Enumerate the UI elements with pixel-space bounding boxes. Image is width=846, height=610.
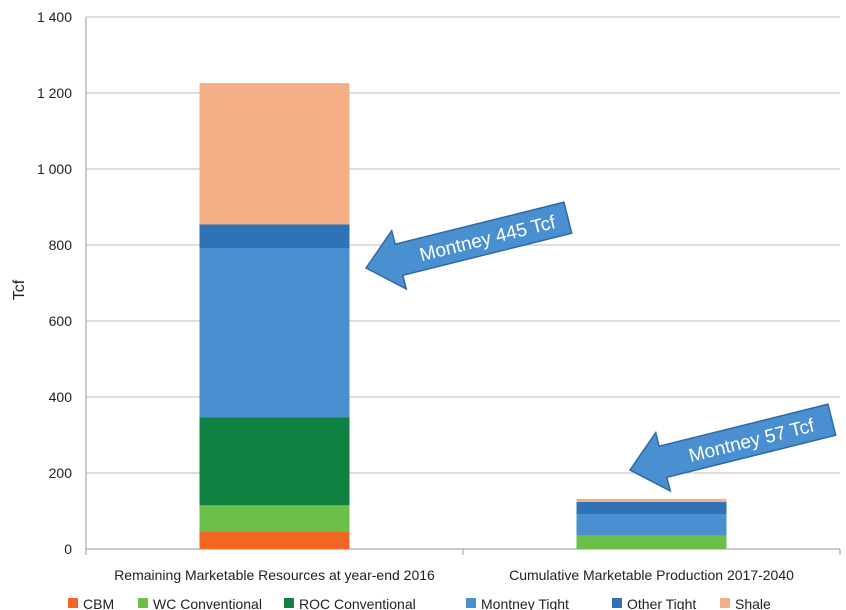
bar-montney-tight: [199, 248, 350, 418]
arrow-shape: [628, 403, 837, 493]
x-tick-label: Remaining Marketable Resources at year-e…: [114, 567, 435, 583]
legend-swatch: [466, 598, 476, 608]
y-tick-label: 1 000: [37, 161, 72, 177]
bar-other-tight: [576, 501, 727, 515]
bar-wc-conventional: [199, 505, 350, 532]
x-tick-label: Cumulative Marketable Production 2017-20…: [509, 567, 794, 583]
bar-shale: [576, 498, 727, 502]
y-tick-label: 200: [49, 465, 73, 481]
legend-swatch: [68, 598, 78, 608]
y-tick-label: 1 400: [37, 9, 72, 25]
legend-label: ROC Conventional: [299, 596, 416, 610]
y-tick-label: 600: [49, 313, 73, 329]
legend-label: CBM: [83, 596, 114, 610]
legend-label: Shale: [735, 596, 771, 610]
bar-roc-conventional: [199, 417, 350, 506]
legend-swatch: [284, 598, 294, 608]
y-tick-label: 800: [49, 237, 73, 253]
legend-swatch: [138, 598, 148, 608]
annotation-arrow: Montney 445 Tcf: [364, 201, 573, 291]
annotation-arrow: Montney 57 Tcf: [628, 403, 837, 493]
y-tick-label: 0: [64, 541, 72, 557]
bar-other-tight: [199, 224, 350, 249]
bar-montney-tight: [576, 514, 727, 536]
legend-swatch: [720, 598, 730, 608]
legend-label: Montney Tight: [481, 596, 569, 610]
arrow-shape: [364, 201, 573, 291]
y-axis-label: Tcf: [11, 279, 28, 300]
bar-cbm: [199, 531, 350, 549]
y-tick-label: 1 200: [37, 85, 72, 101]
legend-swatch: [612, 598, 622, 608]
y-tick-label: 400: [49, 389, 73, 405]
bar-wc-conventional: [576, 535, 727, 549]
legend-label: Other Tight: [627, 596, 696, 610]
bar-shale: [199, 83, 350, 225]
legend-label: WC Conventional: [153, 596, 262, 610]
